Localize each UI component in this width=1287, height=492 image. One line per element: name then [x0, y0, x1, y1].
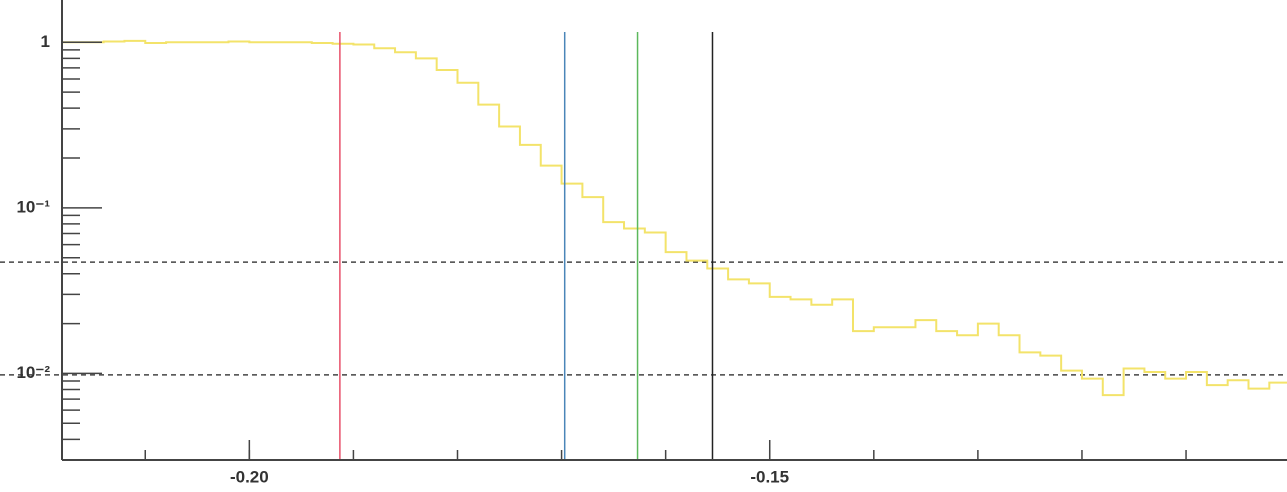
y-tick-label: 10⁻² [16, 363, 50, 382]
y-tick-label: 10⁻¹ [16, 197, 50, 216]
x-tick-label: -0.15 [750, 467, 789, 486]
y-tick-label: 1 [41, 32, 50, 51]
x-tick-label: -0.20 [230, 467, 269, 486]
histogram [62, 39, 1287, 397]
